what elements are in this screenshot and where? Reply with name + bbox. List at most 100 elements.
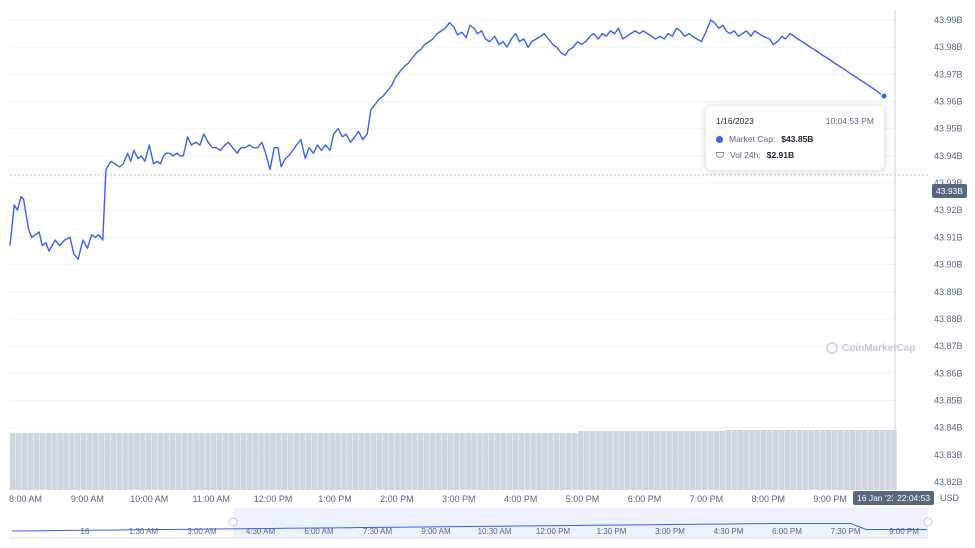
volume-bar: [317, 433, 324, 490]
navigator-handle-right[interactable]: [923, 517, 933, 527]
volume-bar: [725, 430, 732, 490]
volume-bar: [695, 431, 702, 490]
volume-bar: [749, 430, 755, 490]
y-tick-label: 43.95B: [934, 124, 963, 134]
y-tick-label: 43.97B: [934, 69, 963, 79]
volume-bar: [240, 433, 247, 490]
volume-bar: [477, 433, 483, 490]
x-tick-label: 1:00 PM: [318, 494, 352, 504]
x-tick-label: 2:00 PM: [380, 494, 414, 504]
watermark-text: CoinMarketCap: [842, 342, 916, 354]
volume-bar: [494, 433, 501, 490]
tooltip-date: 1/16/2023: [716, 116, 754, 126]
volume-bar: [311, 433, 318, 490]
volume-bar: [831, 430, 838, 490]
coinmarketcap-logo-icon: [826, 342, 838, 354]
volume-bar: [506, 433, 513, 490]
y-tick-label: 43.99B: [934, 15, 963, 25]
market-cap-line: [9, 19, 885, 260]
volume-bar: [624, 431, 631, 490]
volume-bar: [636, 431, 643, 490]
volume-bar: [701, 431, 708, 490]
volume-bar: [394, 433, 400, 490]
volume-bar: [423, 433, 430, 490]
volume-bar: [51, 433, 57, 490]
volume-bar: [530, 433, 536, 490]
volume-bar: [293, 433, 300, 490]
volume-bar: [790, 430, 797, 490]
volume-bar: [826, 430, 832, 490]
volume-bar: [110, 433, 117, 490]
volume-bar: [388, 433, 394, 490]
volume-bar: [406, 433, 412, 490]
volume-bar: [766, 430, 773, 490]
volume-bar: [577, 431, 584, 490]
volume-bar: [329, 433, 335, 490]
volume-bar: [808, 430, 814, 490]
volume-bar: [169, 433, 176, 490]
volume-bar: [75, 433, 81, 490]
navigator-handle-left[interactable]: [228, 517, 238, 527]
volume-bar: [33, 433, 40, 490]
volume-bar: [796, 430, 802, 490]
volume-bar: [258, 433, 264, 490]
volume-bar: [619, 431, 625, 490]
tooltip-time: 10:04:53 PM: [825, 116, 874, 126]
x-tick-label: 11:00 AM: [192, 494, 229, 504]
navigator-tick-label: 7:30 AM: [363, 527, 393, 536]
volume-bar: [731, 430, 737, 490]
volume-bar: [873, 430, 879, 490]
volume-bar: [270, 433, 276, 490]
volume-bar: [435, 433, 442, 490]
volume-bar: [684, 431, 690, 490]
volume-bar: [193, 433, 199, 490]
volume-bar: [707, 431, 714, 490]
crosshair-date-badge: 16 Jan '23: [853, 491, 900, 505]
x-tick-label: 10:00 AM: [130, 494, 168, 504]
volume-bar: [429, 433, 436, 490]
navigator-line: [11, 523, 927, 532]
volume-bar: [820, 430, 826, 490]
currency-label: USD: [940, 493, 960, 503]
volume-bar: [441, 433, 448, 490]
volume-bar: [678, 431, 684, 490]
navigator-tick-label: 6:00 AM: [304, 527, 334, 536]
volume-bar: [559, 433, 566, 490]
volume-bar: [861, 430, 868, 490]
volume-bar: [21, 433, 28, 490]
navigator-tick-label: 3:00 PM: [655, 527, 685, 536]
volume-bar: [104, 433, 111, 490]
volume-bar: [548, 433, 554, 490]
volume-bar: [849, 430, 856, 490]
volume-bar: [63, 433, 69, 490]
market-cap-dot-icon: [716, 135, 723, 143]
watermark: CoinMarketCap: [826, 342, 915, 354]
volume-bar: [252, 433, 258, 490]
volume-bar: [122, 433, 128, 490]
x-tick-label: 4:00 PM: [504, 494, 538, 504]
volume-bar: [453, 433, 460, 490]
volume-bar: [264, 433, 270, 490]
navigator-tick-label: 1:30 AM: [129, 527, 159, 536]
volume-bar: [69, 433, 75, 490]
volume-bar: [205, 433, 211, 490]
volume-bar: [163, 433, 170, 490]
volume-bar: [187, 433, 193, 490]
y-tick-label: 43.83B: [934, 450, 963, 460]
volume-bar: [246, 433, 253, 490]
volume-bar: [885, 430, 891, 490]
volume-bar: [98, 433, 105, 490]
volume-bar: [287, 433, 294, 490]
volume-bar: [755, 430, 761, 490]
volume-bar: [341, 433, 347, 490]
y-tick-label: 43.90B: [934, 260, 963, 270]
volume-bar: [234, 433, 241, 490]
volume-bar: [654, 431, 661, 490]
volume-bar: [276, 433, 282, 490]
volume-bar: [542, 433, 548, 490]
volume-bar: [802, 430, 808, 490]
volume-bar: [128, 433, 134, 490]
volume-bar: [630, 431, 637, 490]
volume-bar: [648, 431, 655, 490]
